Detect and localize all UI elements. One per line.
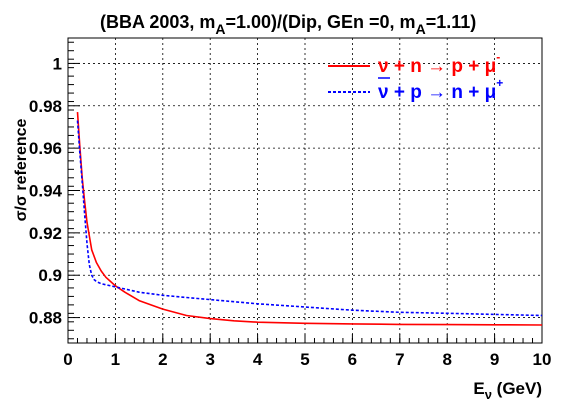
x-axis-label: Eν (GeV) bbox=[473, 379, 542, 402]
legend-entry-antineutrino: ν + p → n + μ+ bbox=[328, 76, 503, 103]
y-axis-label: σ/σ reference bbox=[13, 118, 30, 221]
x-tick-label: 2 bbox=[158, 350, 167, 369]
x-tick-label: 6 bbox=[348, 350, 357, 369]
x-tick-label: 10 bbox=[533, 350, 552, 369]
legend-label-antineutrino: ν + p → n + μ+ bbox=[378, 76, 503, 103]
x-tick-label: 0 bbox=[63, 350, 72, 369]
y-tick-labels: 0.88 0.9 0.92 0.94 0.96 0.98 1 bbox=[29, 54, 63, 327]
axis-ticks bbox=[67, 41, 543, 343]
x-tick-label: 3 bbox=[205, 350, 214, 369]
x-tick-label: 8 bbox=[442, 350, 451, 369]
y-tick-label: 0.92 bbox=[29, 224, 62, 243]
legend: ν + n → p + μ- ν + p → n + μ+ bbox=[328, 50, 503, 103]
y-tick-label: 0.9 bbox=[38, 266, 62, 285]
series-line-neutrino bbox=[76, 112, 543, 326]
series-line-antineutrino bbox=[76, 120, 543, 317]
legend-label-neutrino: ν + n → p + μ- bbox=[378, 50, 500, 77]
y-tick-label: 0.98 bbox=[29, 97, 62, 116]
y-tick-label: 0.94 bbox=[29, 182, 63, 201]
x-tick-label: 9 bbox=[490, 350, 499, 369]
y-tick-label: 1 bbox=[53, 54, 62, 73]
y-tick-label: 0.88 bbox=[29, 309, 62, 328]
grid bbox=[68, 38, 542, 343]
y-tick-label: 0.96 bbox=[29, 139, 62, 158]
x-tick-labels: 0 1 2 3 4 5 6 7 8 9 10 bbox=[63, 350, 551, 369]
legend-entry-neutrino: ν + n → p + μ- bbox=[328, 50, 500, 77]
x-tick-label: 4 bbox=[253, 350, 263, 369]
series-lines bbox=[76, 112, 543, 326]
x-tick-label: 5 bbox=[300, 350, 309, 369]
x-tick-label: 1 bbox=[111, 350, 120, 369]
x-tick-label: 7 bbox=[395, 350, 404, 369]
chart-title: (BBA 2003, mA=1.00)/(Dip, GEn =0, mA=1.1… bbox=[100, 12, 476, 37]
